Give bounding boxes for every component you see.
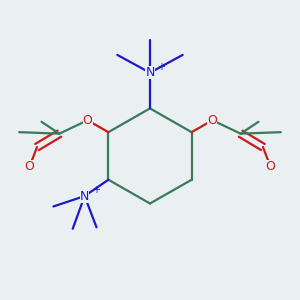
Text: +: + [158, 62, 165, 72]
Text: N: N [80, 190, 89, 202]
Text: N: N [145, 66, 155, 79]
Text: O: O [82, 114, 92, 127]
Text: +: + [92, 185, 100, 195]
Text: O: O [266, 160, 275, 173]
Text: O: O [208, 114, 218, 127]
Text: O: O [25, 160, 34, 173]
